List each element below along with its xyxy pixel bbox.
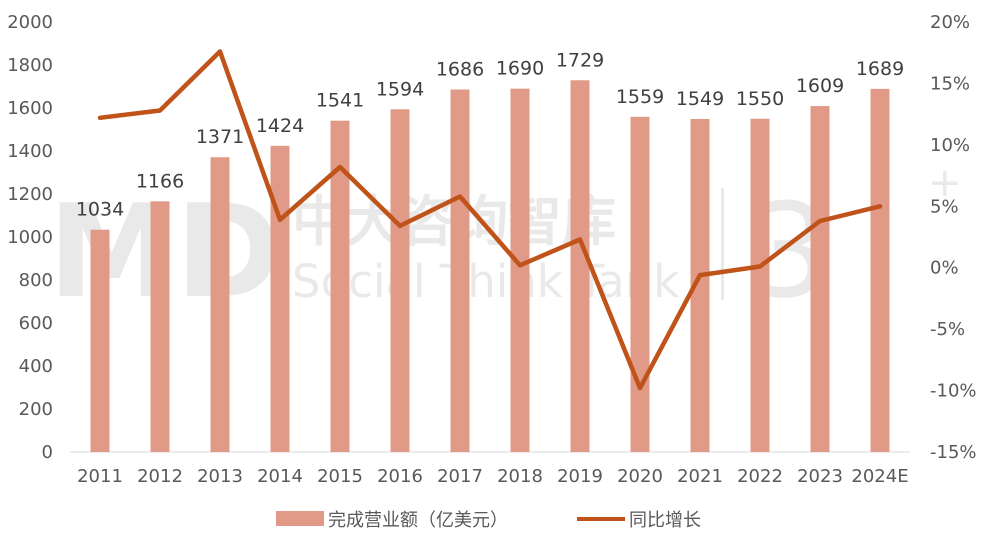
y-left-tick-label: 1400 bbox=[7, 141, 53, 162]
bar-data-label: 1549 bbox=[676, 88, 724, 110]
x-tick-label: 2011 bbox=[77, 466, 123, 487]
x-axis: 2011 2012 2013 2014 2015 2016 2017 2018 2019 2020… bbox=[77, 466, 909, 487]
legend-label-bar: 完成营业额（亿美元） bbox=[328, 510, 508, 531]
bar bbox=[570, 80, 590, 452]
growth-line bbox=[97, 49, 883, 391]
legend-swatch-bar bbox=[276, 511, 324, 526]
x-tick-label: 2018 bbox=[497, 466, 543, 487]
y-left-tick-label: 1200 bbox=[7, 184, 53, 205]
x-tick-label: 2021 bbox=[677, 466, 723, 487]
y-left-tick-label: 800 bbox=[19, 270, 53, 291]
x-tick-label: 2013 bbox=[197, 466, 243, 487]
bar-data-label: 1609 bbox=[796, 75, 844, 97]
bar-data-label: 1541 bbox=[316, 90, 364, 112]
y-right-tick-label: 5% bbox=[930, 196, 959, 217]
y-left-tick-label: 2000 bbox=[7, 12, 53, 33]
x-tick-label: 2024E bbox=[851, 466, 908, 487]
bar-data-label: 1690 bbox=[496, 58, 544, 80]
bar bbox=[210, 157, 230, 453]
bar bbox=[510, 88, 530, 453]
bar-data-label: 1689 bbox=[856, 58, 904, 80]
y-right-tick-label: 0% bbox=[930, 258, 959, 279]
bar bbox=[870, 88, 890, 453]
line-series bbox=[97, 49, 883, 391]
bar bbox=[90, 229, 110, 452]
bar bbox=[150, 201, 170, 452]
y-left-tick-label: 600 bbox=[19, 313, 53, 334]
x-tick-label: 2020 bbox=[617, 466, 663, 487]
legend: 完成营业额（亿美元） 同比增长 bbox=[276, 510, 701, 531]
x-tick-label: 2023 bbox=[797, 466, 843, 487]
x-tick-label: 2017 bbox=[437, 466, 483, 487]
y-axis-right: -15% -10% -5% 0% 5% 10% 15% 20% bbox=[930, 12, 977, 463]
bar-data-label: 1371 bbox=[196, 126, 244, 148]
bar-data-label: 1729 bbox=[556, 49, 604, 71]
bar-data-label: 1594 bbox=[376, 78, 424, 100]
y-left-tick-label: 0 bbox=[42, 442, 53, 463]
bar-data-label: 1550 bbox=[736, 88, 784, 110]
bar bbox=[390, 109, 410, 452]
bar bbox=[810, 106, 830, 452]
bar-data-label: 1166 bbox=[136, 170, 184, 192]
bar-data-label: 1686 bbox=[436, 59, 484, 81]
bar-data-label: 1424 bbox=[256, 115, 304, 137]
x-tick-label: 2014 bbox=[257, 466, 303, 487]
y-left-tick-label: 1600 bbox=[7, 98, 53, 119]
bar-data-label: 1034 bbox=[76, 199, 124, 221]
bar bbox=[330, 120, 350, 452]
bar bbox=[270, 145, 290, 452]
x-tick-label: 2012 bbox=[137, 466, 183, 487]
x-tick-label: 2019 bbox=[557, 466, 603, 487]
bar bbox=[450, 89, 470, 452]
y-axis-left: 0 200 400 600 800 1000 1200 1400 1600 1800 2000 bbox=[7, 12, 53, 463]
y-right-tick-label: -5% bbox=[930, 319, 965, 340]
watermark-plus: + bbox=[928, 160, 962, 206]
bar bbox=[750, 118, 770, 452]
bar-data-label: 1559 bbox=[616, 86, 664, 108]
y-left-tick-label: 400 bbox=[19, 356, 53, 377]
legend-label-line: 同比增长 bbox=[629, 510, 701, 531]
bar-data-labels: 1034 1166 1371 1424 1541 1594 1686 1690 1729 1559… bbox=[76, 49, 904, 220]
y-left-tick-label: 1800 bbox=[7, 55, 53, 76]
watermark-divider bbox=[721, 188, 724, 300]
x-tick-label: 2016 bbox=[377, 466, 423, 487]
y-left-tick-label: 1000 bbox=[7, 227, 53, 248]
y-right-tick-label: 15% bbox=[930, 73, 970, 94]
watermark-tagline: Social Think Tank bbox=[292, 255, 679, 308]
bar bbox=[630, 116, 650, 452]
y-right-tick-label: -15% bbox=[930, 442, 977, 463]
y-right-tick-label: 20% bbox=[930, 12, 970, 33]
bar bbox=[690, 118, 710, 452]
y-right-tick-label: 10% bbox=[930, 135, 970, 156]
x-tick-label: 2022 bbox=[737, 466, 783, 487]
y-right-tick-label: -10% bbox=[930, 381, 977, 402]
y-left-tick-label: 200 bbox=[19, 399, 53, 420]
x-tick-label: 2015 bbox=[317, 466, 363, 487]
bar-series bbox=[90, 80, 890, 453]
